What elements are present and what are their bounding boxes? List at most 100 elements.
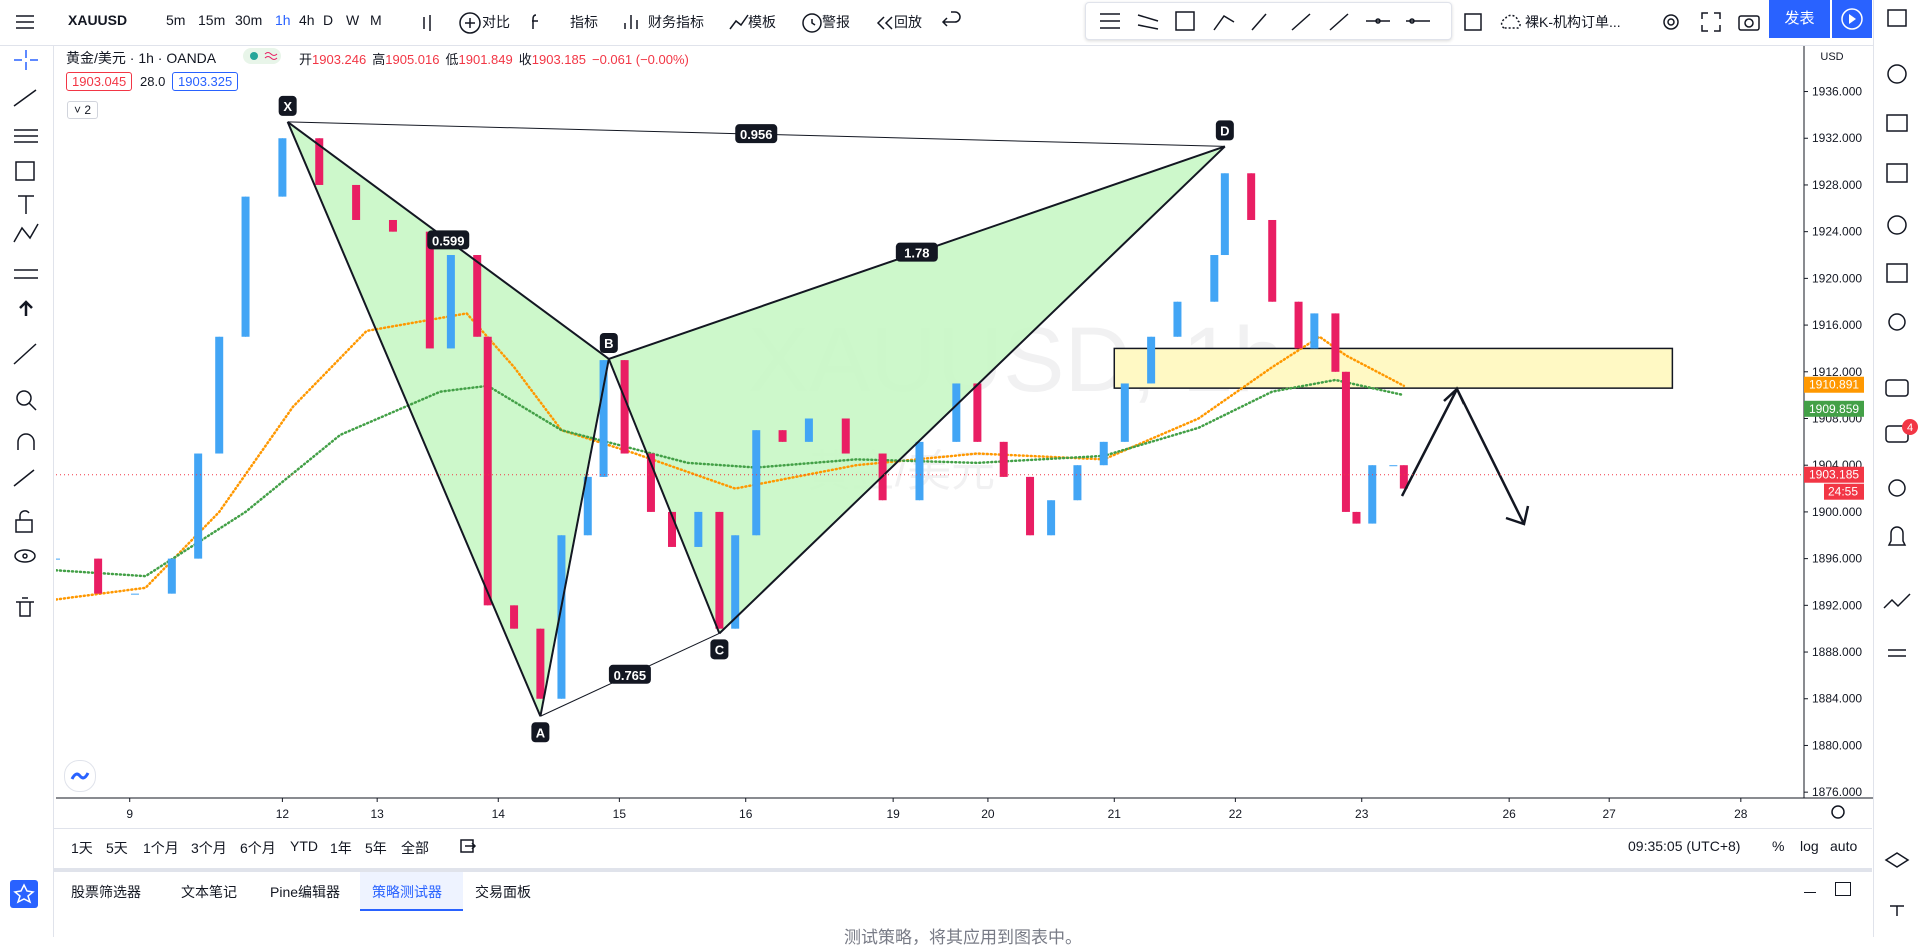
interval[interactable]: 30m [235, 12, 263, 28]
interval[interactable]: M [370, 12, 382, 28]
bid[interactable]: 1903.045 [66, 72, 133, 91]
pattern-leg [607, 358, 721, 634]
panel-tab[interactable]: 交易面板 [475, 884, 531, 900]
button-icon [459, 12, 481, 34]
play-button[interactable] [1832, 0, 1872, 38]
candle [715, 511, 724, 629]
candle [194, 453, 203, 559]
ohlc-label: 收 [518, 52, 532, 67]
ask[interactable]: 1903.325 [172, 72, 239, 91]
drawing-toolbar [1085, 2, 1452, 40]
toolbar-button[interactable]: 警报 [822, 14, 850, 30]
undo[interactable] [939, 4, 965, 40]
y-tick-label: 1884.000 [1812, 692, 1862, 706]
scale-option[interactable]: auto [1830, 838, 1858, 854]
scale-option[interactable]: % [1772, 838, 1785, 854]
tool-icons [13, 50, 39, 617]
y-tick-label: 1888.000 [1812, 645, 1862, 659]
cloud-icon[interactable] [1498, 12, 1524, 32]
candle [1389, 465, 1398, 467]
rect-icon[interactable] [1463, 12, 1483, 32]
ohlc-change: −0.061 (−0.00%) [592, 52, 689, 67]
favorites[interactable] [10, 880, 38, 908]
candle [425, 231, 434, 349]
panel-tab[interactable]: 文本笔记 [181, 884, 237, 900]
y-tick-label: 1932.000 [1812, 131, 1862, 145]
right-sidebar: 4 [1873, 0, 1920, 937]
candle [778, 430, 787, 442]
layout-name[interactable]: 裸K-机构订单... [1525, 14, 1621, 30]
candle [510, 605, 519, 629]
goto-icon[interactable] [459, 837, 479, 855]
point-box [599, 332, 618, 353]
toolbar-button[interactable]: 指标 [570, 14, 598, 30]
candle [388, 219, 397, 232]
tv-logo[interactable] [64, 760, 96, 792]
range[interactable]: 5年 [365, 840, 387, 856]
minimize[interactable] [1804, 892, 1816, 893]
range[interactable]: 全部 [401, 840, 429, 856]
range[interactable]: YTD [290, 838, 318, 854]
star-icon [13, 883, 35, 904]
x-tick-label: 27 [1603, 807, 1617, 821]
toolbar-button[interactable]: 财务指标 [648, 14, 704, 30]
spread: 28.0 [140, 74, 166, 89]
panel-tab[interactable]: Pine编辑器 [270, 884, 341, 900]
y-tick-label: 1928.000 [1812, 178, 1862, 192]
candle [752, 430, 761, 536]
ratio-box [895, 242, 938, 262]
candle [94, 558, 103, 594]
panel-tab[interactable]: 股票筛选器 [71, 884, 141, 900]
toolbar-button[interactable]: 回放 [894, 14, 922, 30]
candle [646, 453, 655, 512]
snapshot[interactable] [1737, 11, 1761, 33]
y-tick-label: 1876.000 [1812, 785, 1862, 799]
icon [423, 15, 431, 31]
toolbar-button[interactable]: 模板 [748, 14, 776, 30]
interval[interactable]: W [346, 12, 360, 28]
icon [729, 14, 749, 30]
candle [1147, 336, 1156, 384]
axis-settings[interactable] [1831, 805, 1845, 819]
range[interactable]: 6个月 [240, 840, 276, 856]
range[interactable]: 1天 [71, 840, 93, 856]
range[interactable]: 1年 [330, 840, 352, 856]
interval[interactable]: 15m [198, 12, 226, 28]
x-tick-label: 21 [1108, 807, 1122, 821]
candle [599, 360, 608, 477]
candle [999, 441, 1008, 477]
interval[interactable]: 5m [166, 12, 186, 28]
range[interactable]: 5天 [106, 840, 128, 856]
pattern-area [608, 146, 1225, 634]
icon [460, 839, 477, 853]
countdown-box [1824, 483, 1864, 500]
x-tick-label: 9 [126, 807, 133, 821]
interval[interactable]: 4h [299, 12, 315, 28]
sidebar-icons: 4 [1883, 9, 1918, 916]
range[interactable]: 3个月 [191, 840, 227, 856]
interval[interactable]: 1h [275, 12, 291, 28]
range[interactable]: 1个月 [143, 840, 179, 856]
candle [1099, 441, 1108, 466]
icon [459, 12, 481, 34]
interval[interactable]: D [323, 12, 334, 28]
panel-tab[interactable]: 策略测试器 [372, 884, 442, 900]
price-tag-label: 1909.859 [1809, 402, 1859, 416]
publish-button[interactable]: 发表 [1769, 0, 1830, 38]
fullscreen[interactable] [1700, 11, 1722, 33]
ohlc-label: 低 [445, 52, 459, 67]
symbol[interactable]: XAUUSD [68, 12, 128, 28]
point-box [1215, 120, 1234, 141]
scale-option[interactable]: log [1800, 838, 1819, 854]
point-label: A [536, 725, 546, 740]
menu-icon[interactable] [14, 12, 36, 32]
maximize[interactable] [1835, 882, 1851, 896]
candle [352, 184, 361, 220]
badge: 4 [1907, 422, 1913, 434]
candle [620, 360, 629, 454]
settings[interactable] [1660, 11, 1682, 33]
toolbar-button[interactable]: 对比 [482, 14, 510, 30]
indicators-toggle[interactable]: ˅ 2 [67, 101, 99, 119]
candle [1047, 500, 1056, 536]
candle [536, 628, 545, 699]
